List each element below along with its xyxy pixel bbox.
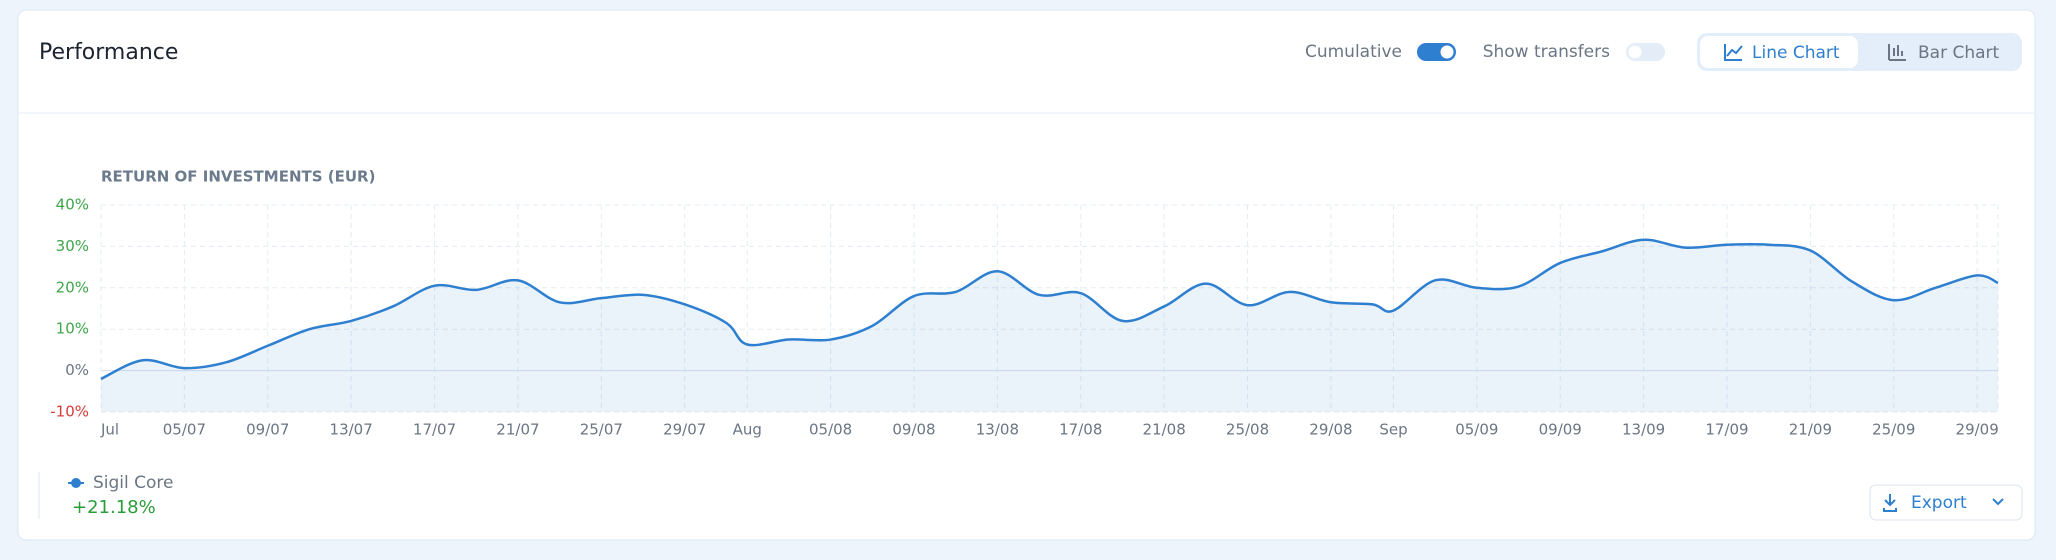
x-tick-label: 21/07: [496, 421, 539, 439]
x-tick-label: 25/09: [1872, 421, 1915, 439]
x-tick-label: Sep: [1379, 421, 1407, 439]
y-tick-label: -10%: [50, 403, 89, 421]
chart-title: RETURN OF INVESTMENTS (EUR): [101, 168, 375, 186]
view-label: Line Chart: [1752, 43, 1840, 63]
legend-name: Sigil Core: [93, 473, 174, 493]
y-tick-label: 20%: [56, 278, 89, 296]
legend-value: +21.18%: [72, 497, 156, 518]
card: [17, 9, 2036, 541]
x-tick-label: 25/08: [1226, 421, 1269, 439]
y-tick-label: 40%: [56, 196, 89, 214]
line-icon: [1726, 45, 1743, 57]
toggle-label: Cumulative: [1305, 42, 1402, 62]
title: Performance: [39, 40, 178, 65]
x-tick-label: 05/09: [1455, 421, 1498, 439]
plot: -10% 0% 10% 20% 30% 40% Jul 05/07 09/07 13/07 17/0…: [50, 196, 1999, 439]
x-tick-label: 17/08: [1059, 421, 1102, 439]
export-button[interactable]: [1869, 484, 2023, 521]
view-label: Bar Chart: [1918, 43, 2000, 63]
view-button[interactable]: Bar Chart: [1918, 43, 2000, 63]
bar-icon: [1888, 44, 1906, 61]
x-tick-label: 29/08: [1309, 421, 1352, 439]
line-icon: [1724, 44, 1742, 61]
x-tick-label: 17/07: [413, 421, 456, 439]
area: [101, 239, 1998, 412]
x-tick-label: Aug: [733, 421, 762, 439]
x-tick-label: 09/08: [892, 421, 935, 439]
x-tick-label: 29/07: [663, 421, 706, 439]
legend-marker: [71, 478, 81, 488]
x-tick-label: 13/07: [330, 421, 373, 439]
x-tick-label: 21/08: [1143, 421, 1186, 439]
x-tick-label: 09/09: [1539, 421, 1582, 439]
x-tick-label: 21/09: [1789, 421, 1832, 439]
x-tick-label: 13/08: [976, 421, 1019, 439]
x-tick-label: 05/07: [163, 421, 206, 439]
x-tick-label: 29/09: [1956, 421, 1999, 439]
toggle-knob: [1440, 45, 1454, 59]
x-tick-label: Jul: [100, 421, 119, 439]
toggle[interactable]: [1417, 43, 1456, 61]
y-tick-label: 10%: [56, 320, 89, 338]
x-tick-label: 17/09: [1705, 421, 1748, 439]
x-tick-label: 09/07: [246, 421, 289, 439]
line: [100, 238, 1999, 381]
download-icon: [1883, 494, 1897, 512]
view-button[interactable]: Line Chart: [1700, 36, 1858, 68]
toggle-label: Show transfers: [1483, 42, 1610, 62]
export-label: Export: [1911, 493, 1967, 513]
y-tick-label: 0%: [65, 361, 89, 379]
toggle-knob: [1628, 45, 1642, 59]
toggle[interactable]: [1626, 43, 1665, 61]
x-tick-label: 25/07: [580, 421, 623, 439]
x-tick-label: 13/09: [1622, 421, 1665, 439]
chevron: [1992, 498, 2004, 506]
x-tick-label: 05/08: [809, 421, 852, 439]
y-tick-label: 30%: [56, 237, 89, 255]
